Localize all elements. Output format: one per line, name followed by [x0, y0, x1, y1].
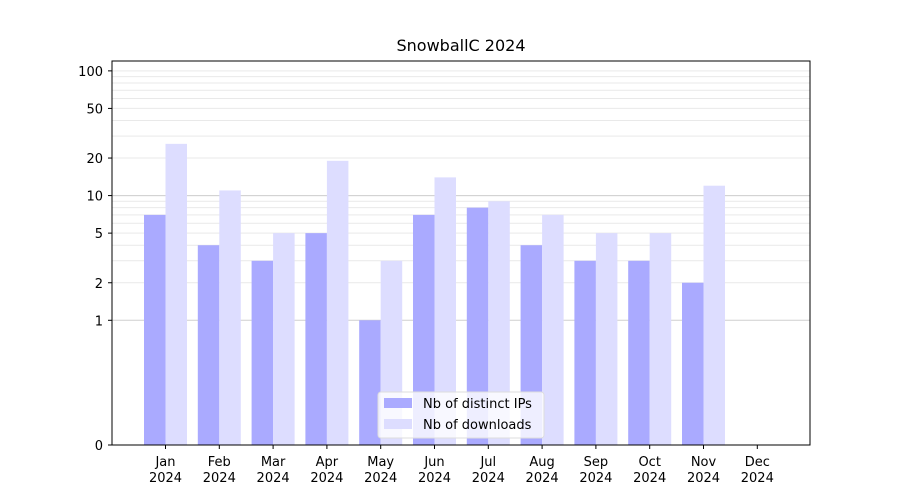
x-tick-label-year: 2024: [633, 471, 666, 486]
bar-downloads: [649, 233, 672, 445]
y-tick-label: 10: [86, 190, 103, 205]
x-tick-label-year: 2024: [472, 471, 505, 486]
y-axis-ticks: 0 1 2 5 10 20 50 100: [78, 65, 112, 454]
legend-box: [377, 391, 545, 439]
bar-downloads: [542, 214, 564, 445]
bar-downloads: [165, 143, 187, 446]
x-tick-label-month: May: [367, 455, 394, 470]
x-tick-label-year: 2024: [257, 471, 290, 486]
bar-downloads: [488, 201, 510, 445]
bar-distinct-ips: [359, 320, 381, 445]
x-tick-label-year: 2024: [418, 471, 451, 486]
x-tick-label-year: 2024: [310, 471, 343, 486]
bar-distinct-ips: [144, 214, 166, 445]
x-tick-label-month: Dec: [745, 455, 770, 470]
x-tick-label-month: Jun: [423, 455, 444, 470]
x-tick-label-year: 2024: [526, 471, 559, 486]
x-tick-label-month: Aug: [529, 455, 554, 470]
x-tick-label-year: 2024: [741, 471, 774, 486]
bar-distinct-ips: [413, 214, 435, 445]
x-tick-label-month: Mar: [261, 455, 286, 470]
plot-frame: [111, 60, 811, 446]
legend-label: Nb of distinct IPs: [423, 397, 532, 412]
x-tick-label-year: 2024: [149, 471, 182, 486]
bar-distinct-ips: [305, 233, 327, 445]
y-tick-label: 50: [86, 102, 103, 117]
x-axis-ticks: Jan2024Feb2024Mar2024Apr2024May2024Jun20…: [149, 445, 774, 486]
x-tick-label-year: 2024: [203, 471, 236, 486]
legend-swatch: [384, 398, 412, 408]
x-tick-label-month: Apr: [316, 455, 339, 470]
x-tick-label-year: 2024: [687, 471, 720, 486]
x-tick-label-year: 2024: [364, 471, 397, 486]
chart-title: SnowballC 2024: [397, 36, 526, 55]
x-tick-label-month: Oct: [638, 455, 660, 470]
legend-swatch: [384, 419, 412, 429]
y-tick-label: 100: [78, 65, 103, 80]
bar-downloads: [273, 233, 295, 445]
bar-distinct-ips: [628, 260, 650, 445]
bar-downloads: [595, 233, 618, 445]
x-tick-label-month: Feb: [208, 455, 231, 470]
bar-downloads: [326, 160, 349, 445]
bar-downloads: [219, 190, 241, 445]
y-tick-label: 20: [86, 152, 103, 167]
y-tick-label: 0: [95, 439, 103, 454]
x-tick-label-month: Sep: [584, 455, 609, 470]
bar-distinct-ips: [466, 207, 489, 445]
y-tick-label: 2: [95, 277, 103, 292]
bar-distinct-ips: [251, 260, 274, 445]
x-tick-label-month: Nov: [691, 455, 717, 470]
bar-downloads: [434, 177, 456, 445]
bar-distinct-ips: [574, 260, 596, 445]
legend-label: Nb of downloads: [423, 418, 532, 433]
x-tick-label-month: Jan: [154, 455, 175, 470]
y-tick-label: 1: [95, 314, 103, 329]
x-tick-label-month: Jul: [479, 455, 496, 470]
bar-distinct-ips: [682, 282, 704, 445]
y-tick-label: 5: [95, 227, 103, 242]
bar-downloads: [703, 185, 725, 445]
axes: [111, 60, 811, 446]
legend: Nb of distinct IPs Nb of downloads: [377, 391, 545, 439]
x-tick-label-year: 2024: [579, 471, 612, 486]
bar-distinct-ips: [197, 245, 220, 445]
